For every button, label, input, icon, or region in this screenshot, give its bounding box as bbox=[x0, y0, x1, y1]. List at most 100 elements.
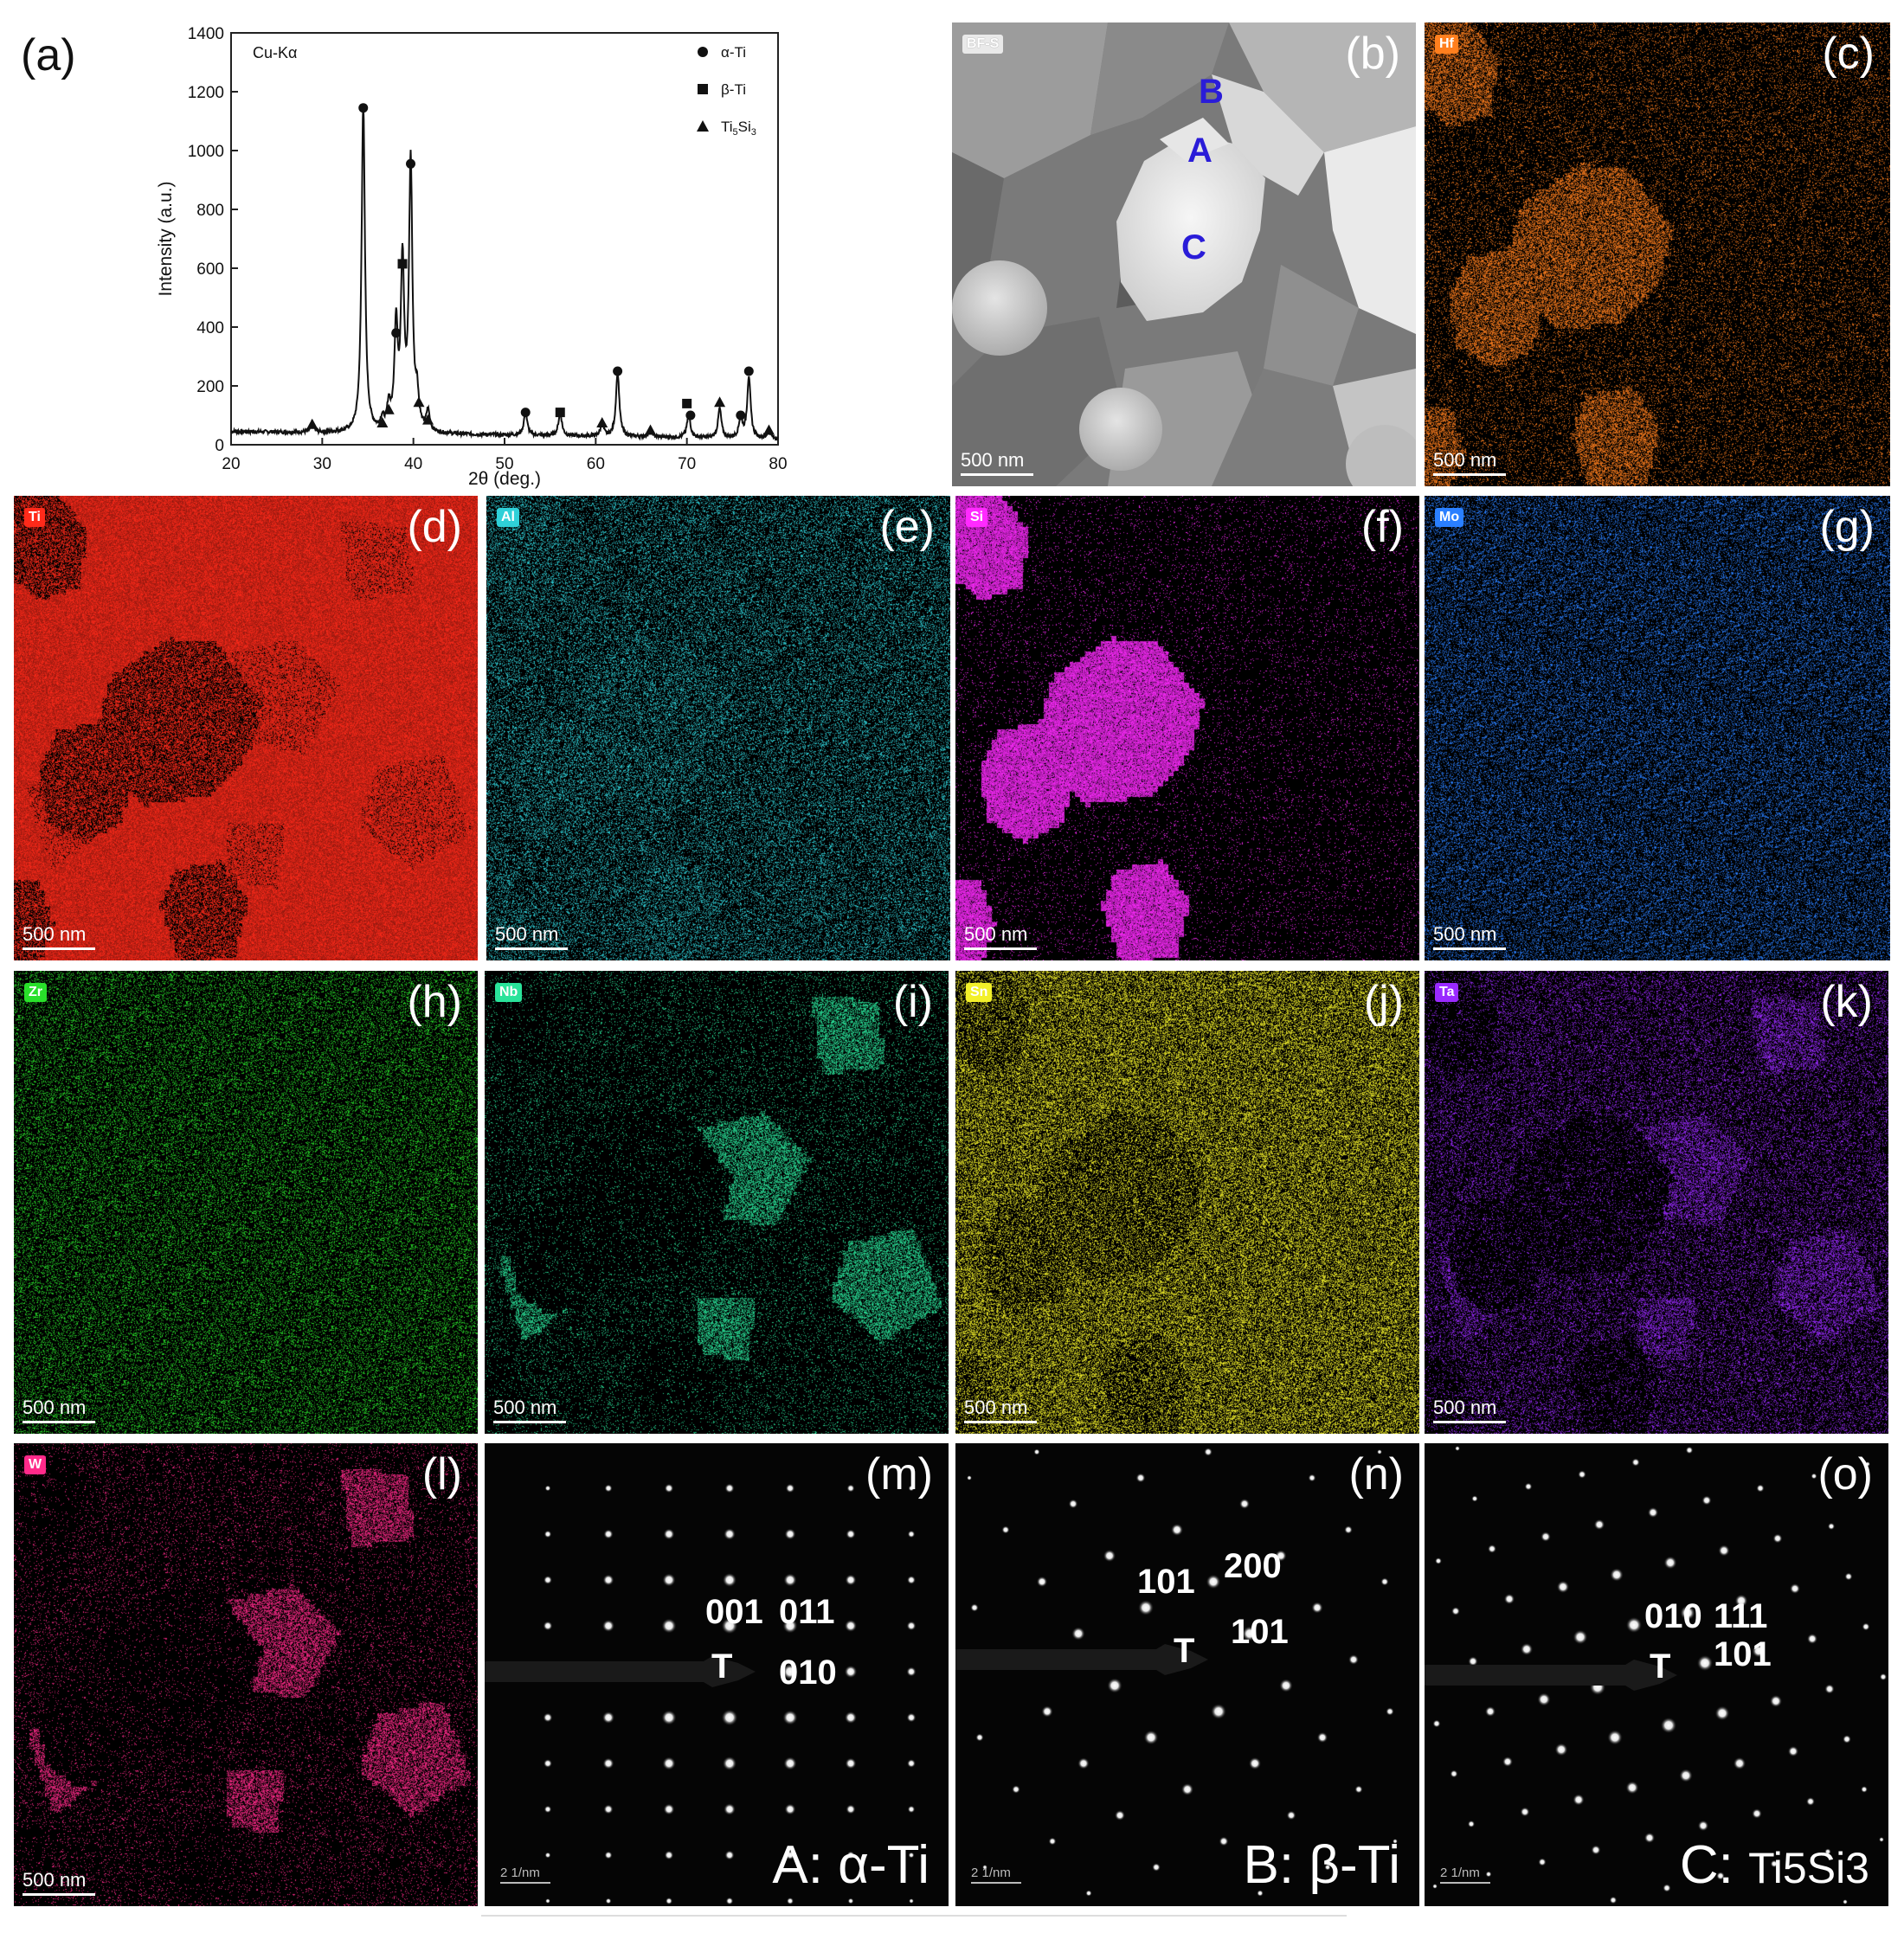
diffraction-spot bbox=[1210, 1703, 1227, 1720]
diffraction-spot bbox=[1718, 1544, 1730, 1557]
diffraction-spot bbox=[664, 1850, 674, 1860]
zr-map-panel: Zr (h) 500 nm bbox=[14, 971, 478, 1434]
saed-beta-ti-panel: 101 200 T 101 (n) 2 1/nm B: β-Ti bbox=[955, 1443, 1419, 1906]
diffraction-spot bbox=[1348, 1654, 1360, 1666]
diffraction-spot bbox=[1556, 1580, 1570, 1594]
scale-bar-label: 500 nm bbox=[964, 1397, 1028, 1418]
phase-marker-triangle bbox=[422, 414, 434, 425]
diffraction-spot bbox=[1824, 1848, 1831, 1855]
diffraction-pattern bbox=[485, 1483, 917, 1905]
diffraction-spot bbox=[544, 1485, 551, 1492]
diffraction-scale-label: 2 1/nm bbox=[1440, 1866, 1480, 1880]
eds-map-image bbox=[1425, 496, 1890, 960]
scale-bar: 500 nm bbox=[495, 925, 568, 950]
diffraction-spot bbox=[724, 1483, 735, 1493]
diffraction-spot bbox=[1386, 1707, 1394, 1716]
diffraction-spot bbox=[1787, 1745, 1799, 1757]
diffraction-spot bbox=[1455, 1446, 1460, 1451]
element-badge: Nb bbox=[495, 983, 523, 1002]
diffraction-spot bbox=[722, 1572, 737, 1588]
phase-marker-circle bbox=[736, 410, 746, 421]
diffraction-spot bbox=[544, 1852, 551, 1859]
diffraction-spot bbox=[1103, 1549, 1116, 1563]
diffraction-spot bbox=[1756, 1484, 1765, 1493]
diffraction-spot bbox=[721, 1617, 738, 1634]
diffraction-spot bbox=[1257, 1890, 1264, 1897]
diffraction-scale-bar: 2 1/nm bbox=[1440, 1866, 1490, 1884]
phase-marker-triangle bbox=[596, 417, 608, 427]
beam-stopper bbox=[1425, 1660, 1677, 1691]
x-tick-label: 20 bbox=[222, 455, 240, 473]
diffraction-spot bbox=[1733, 1756, 1746, 1770]
diffraction-spot bbox=[1135, 1473, 1146, 1483]
diffraction-spot bbox=[783, 1756, 797, 1770]
diffraction-spot bbox=[1085, 1890, 1092, 1897]
diffraction-scale-label: 2 1/nm bbox=[500, 1866, 540, 1880]
diffraction-spot bbox=[544, 1530, 552, 1538]
mo-map-panel: Mo (g) 500 nm bbox=[1425, 496, 1890, 960]
diffraction-spot bbox=[1219, 1836, 1229, 1846]
diffraction-spot bbox=[783, 1573, 797, 1587]
figure-bottom-rule bbox=[481, 1915, 1347, 1917]
diffraction-spot bbox=[982, 1865, 987, 1870]
diffraction-spot bbox=[1380, 1577, 1389, 1586]
diffraction-spot bbox=[661, 1710, 677, 1725]
diffraction-spot bbox=[1865, 1461, 1870, 1467]
eds-map-image bbox=[1425, 971, 1888, 1434]
legend-label: α-Ti bbox=[721, 44, 746, 61]
diffraction-spot bbox=[724, 1850, 735, 1860]
miller-index-label: 101 bbox=[1714, 1635, 1772, 1673]
diffraction-spot bbox=[1041, 1705, 1053, 1718]
diffraction-spot bbox=[1842, 1734, 1852, 1744]
diffraction-spot bbox=[847, 1898, 854, 1904]
scale-bar: 500 nm bbox=[23, 1871, 95, 1896]
scale-bar-label: 500 nm bbox=[961, 449, 1025, 471]
diffraction-spot bbox=[1468, 1656, 1478, 1666]
phase-marker-square bbox=[682, 398, 692, 408]
diffraction-spot bbox=[975, 1733, 984, 1742]
element-badge: Hf bbox=[1435, 35, 1458, 54]
region-label-b: B bbox=[1199, 73, 1224, 111]
diffraction-spot bbox=[1170, 1523, 1184, 1537]
diffraction-spot bbox=[906, 1758, 917, 1769]
diffraction-spot bbox=[1591, 1845, 1601, 1855]
diffraction-spot bbox=[1502, 1756, 1514, 1768]
diffraction-spot bbox=[603, 1529, 614, 1539]
diffraction-spot bbox=[721, 1709, 738, 1726]
diffraction-spot bbox=[1631, 1458, 1640, 1467]
diffraction-spot bbox=[1311, 1602, 1323, 1614]
diffraction-spot bbox=[1578, 1470, 1586, 1479]
bf-stem-image bbox=[952, 22, 1416, 486]
diffraction-spot bbox=[1107, 1678, 1122, 1693]
diffraction-spot bbox=[543, 1712, 553, 1723]
diffraction-spot bbox=[1001, 1525, 1010, 1534]
diffraction-spot bbox=[1789, 1583, 1801, 1595]
diffraction-spot bbox=[1324, 1864, 1331, 1871]
diffraction-spot bbox=[844, 1619, 858, 1633]
scale-bar: 500 nm bbox=[964, 925, 1037, 950]
diffraction-spot bbox=[785, 1483, 795, 1493]
phase-marker-circle bbox=[406, 158, 416, 169]
y-tick-label: 600 bbox=[196, 260, 224, 279]
x-tick-label: 70 bbox=[678, 455, 696, 473]
scale-bar-label: 500 nm bbox=[23, 1869, 87, 1891]
diffraction-spot bbox=[1377, 1449, 1382, 1455]
diffraction-spot bbox=[1844, 1572, 1853, 1581]
diffraction-spot bbox=[786, 1897, 794, 1905]
diffraction-spot bbox=[1573, 1794, 1585, 1806]
diffraction-spot bbox=[1537, 1692, 1551, 1706]
diffraction-spot bbox=[1701, 1495, 1712, 1506]
legend-marker-triangle bbox=[697, 120, 709, 132]
sn-map-panel: Sn (j) 500 nm bbox=[955, 971, 1419, 1434]
bf-stem-panel: BF-S (b) B A C 500 nm bbox=[952, 22, 1416, 486]
y-axis-label: Intensity (a.u.) bbox=[156, 181, 176, 296]
diffraction-spot bbox=[1036, 1576, 1048, 1588]
eds-map-image bbox=[14, 496, 478, 960]
diffraction-spot bbox=[907, 1530, 916, 1538]
phase-marker-triangle bbox=[306, 418, 318, 429]
phase-marker-circle bbox=[613, 366, 623, 376]
y-tick-label: 1200 bbox=[188, 84, 224, 102]
diffraction-spot bbox=[1610, 1568, 1624, 1582]
bf-s-badge: BF-S bbox=[962, 35, 1004, 54]
diffraction-spot bbox=[1248, 1756, 1262, 1770]
